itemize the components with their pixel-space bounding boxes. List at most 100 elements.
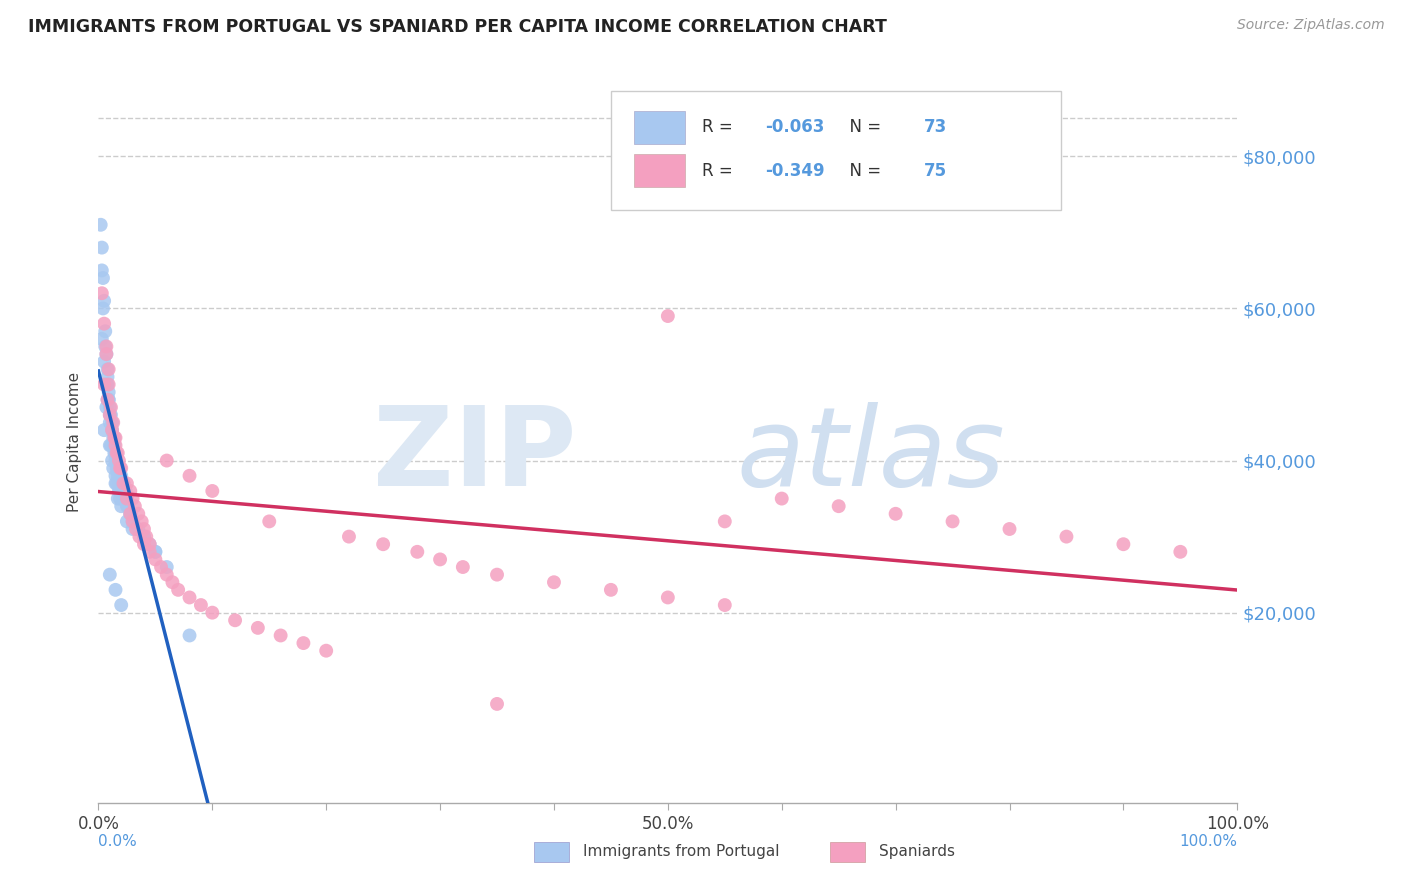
Point	[714, 598, 737, 612]
Point	[714, 515, 737, 529]
Text: Spaniards: Spaniards	[879, 845, 955, 859]
Point	[90, 218, 112, 232]
Point	[132, 537, 155, 551]
Point	[190, 598, 212, 612]
Point	[98, 438, 121, 452]
Text: 100.0%: 100.0%	[1180, 834, 1237, 849]
Point	[101, 416, 124, 430]
Point	[108, 483, 131, 498]
Point	[162, 575, 184, 590]
Point	[101, 453, 124, 467]
Point	[97, 392, 120, 407]
Point	[121, 515, 143, 529]
Point	[429, 552, 451, 566]
Point	[132, 522, 155, 536]
Point	[105, 446, 128, 460]
Point	[96, 347, 118, 361]
Point	[105, 476, 128, 491]
Point	[156, 560, 179, 574]
Point	[108, 483, 131, 498]
Point	[108, 453, 131, 467]
Point	[128, 530, 150, 544]
Point	[96, 339, 118, 353]
Point	[451, 560, 474, 574]
Point	[98, 408, 121, 422]
Point	[127, 507, 149, 521]
Point	[105, 461, 128, 475]
Point	[138, 537, 160, 551]
Point	[100, 408, 122, 422]
Point	[90, 241, 112, 255]
Point	[96, 347, 118, 361]
Point	[657, 309, 679, 323]
Point	[138, 537, 160, 551]
Text: -0.063: -0.063	[765, 119, 824, 136]
Point	[371, 537, 394, 551]
Point	[120, 483, 142, 498]
Point	[110, 483, 132, 498]
Text: 75: 75	[924, 161, 948, 179]
Point	[112, 476, 135, 491]
Point	[104, 453, 127, 467]
Point	[150, 560, 173, 574]
Point	[657, 591, 679, 605]
Point	[125, 522, 148, 536]
Point	[145, 545, 167, 559]
Point	[828, 499, 851, 513]
Point	[104, 446, 127, 460]
Point	[121, 522, 143, 536]
Point	[90, 332, 112, 346]
Point	[104, 582, 127, 597]
Point	[115, 491, 138, 506]
Point	[998, 522, 1021, 536]
Point	[1112, 537, 1135, 551]
Point	[91, 271, 114, 285]
Point	[224, 613, 246, 627]
Point	[94, 339, 117, 353]
Text: R =: R =	[702, 161, 738, 179]
Point	[107, 491, 129, 506]
Point	[121, 515, 143, 529]
Point	[486, 697, 509, 711]
Text: -0.349: -0.349	[765, 161, 824, 179]
Point	[156, 567, 179, 582]
Point	[145, 552, 167, 566]
Point	[108, 491, 131, 506]
Point	[115, 491, 138, 506]
Point	[110, 468, 132, 483]
Point	[600, 582, 623, 597]
Point	[120, 507, 142, 521]
Text: Source: ZipAtlas.com: Source: ZipAtlas.com	[1237, 18, 1385, 32]
Text: 73: 73	[924, 119, 948, 136]
Text: N =: N =	[839, 161, 886, 179]
Point	[127, 522, 149, 536]
Text: IMMIGRANTS FROM PORTUGAL VS SPANIARD PER CAPITA INCOME CORRELATION CHART: IMMIGRANTS FROM PORTUGAL VS SPANIARD PER…	[28, 18, 887, 36]
Text: N =: N =	[839, 119, 886, 136]
Point	[112, 491, 135, 506]
Text: atlas: atlas	[737, 402, 1005, 509]
Point	[117, 499, 139, 513]
Text: Immigrants from Portugal: Immigrants from Portugal	[583, 845, 780, 859]
Point	[156, 453, 179, 467]
Point	[770, 491, 793, 506]
Point	[90, 263, 112, 277]
Point	[337, 530, 360, 544]
Point	[97, 377, 120, 392]
Point	[107, 461, 129, 475]
Point	[543, 575, 565, 590]
Point	[1170, 545, 1192, 559]
Point	[104, 468, 127, 483]
Point	[93, 293, 115, 308]
Point	[98, 408, 121, 422]
Point	[97, 392, 120, 407]
Point	[98, 416, 121, 430]
Point	[115, 499, 138, 513]
Point	[103, 446, 125, 460]
Point	[179, 468, 201, 483]
Point	[131, 515, 153, 529]
Point	[201, 483, 224, 498]
Point	[98, 567, 121, 582]
Point	[179, 591, 201, 605]
FancyBboxPatch shape	[634, 154, 685, 186]
Point	[167, 582, 190, 597]
